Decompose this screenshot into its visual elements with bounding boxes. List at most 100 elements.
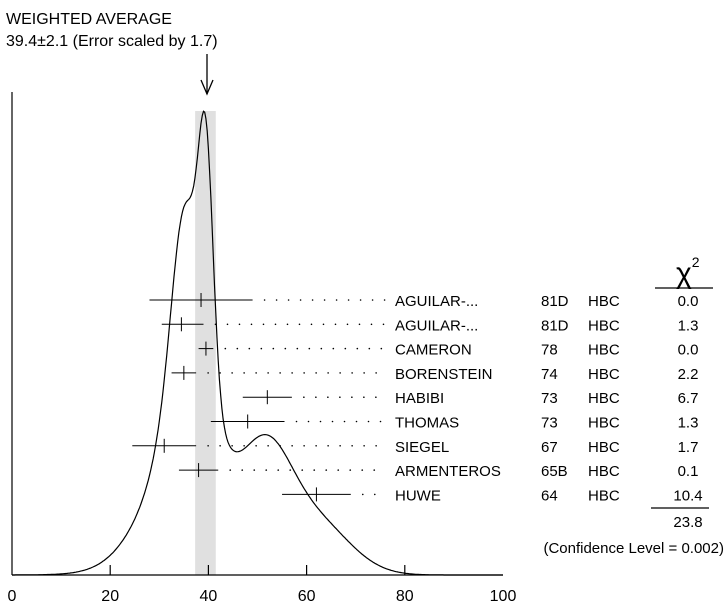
leader-dot	[277, 469, 280, 471]
leader-dot	[299, 299, 302, 301]
leader-dot	[303, 372, 305, 374]
leader-dot	[325, 469, 328, 471]
measurement-year: 81D	[541, 293, 569, 310]
measurement-chi2: 0.0	[678, 293, 699, 310]
leader-dot	[219, 372, 221, 374]
leader-dot	[351, 445, 353, 447]
mean-arrow-head	[200, 79, 214, 96]
leader-dot	[295, 420, 298, 423]
measurement-row: AGUILAR-... 81D HBC 1.3	[161, 317, 699, 334]
measurement-technique: HBC	[588, 317, 620, 334]
leader-dot	[262, 323, 265, 326]
chi2-total: 23.8	[673, 514, 702, 531]
leader-dot	[243, 445, 245, 447]
leader-dot	[334, 323, 337, 326]
leader-dot	[255, 445, 257, 447]
leader-dot	[274, 323, 277, 326]
leader-dot	[351, 372, 353, 374]
leader-dot	[368, 347, 371, 350]
leader-dot	[346, 323, 349, 326]
leader-dot	[315, 372, 317, 374]
leader-dot	[356, 347, 359, 350]
measurement-technique: HBC	[588, 366, 620, 383]
leader-dot	[307, 420, 310, 423]
measurement-year: 67	[541, 439, 558, 456]
measurement-name: THOMAS	[395, 415, 459, 432]
measurement-technique: HBC	[588, 463, 620, 480]
measurement-year: 74	[541, 366, 558, 383]
leader-dot	[373, 469, 376, 471]
leader-dot	[279, 445, 281, 447]
leader-dot	[363, 372, 365, 374]
leader-dot	[315, 396, 317, 399]
leader-dot	[359, 299, 362, 301]
measurement-year: 65B	[541, 463, 568, 480]
chart-subtitle: 39.4±2.1 (Error scaled by 1.7)	[6, 33, 218, 50]
measurement-chi2: 10.4	[673, 487, 702, 504]
x-tick-label: 60	[298, 588, 316, 605]
leader-dot	[363, 445, 365, 447]
leader-dot	[379, 420, 382, 423]
leader-dot	[229, 469, 232, 471]
leader-dot	[284, 347, 287, 350]
x-tick-label: 20	[101, 588, 119, 605]
leader-dot	[272, 347, 275, 350]
leader-dot	[267, 445, 269, 447]
leader-dot	[255, 372, 257, 374]
leader-dot	[320, 347, 323, 350]
measurement-list: AGUILAR-... 81D HBC 0.0 AGUILAR-... 81D HBC 1.3…	[132, 293, 703, 504]
measurement-technique: HBC	[588, 293, 620, 310]
leader-dot	[327, 396, 329, 399]
measurement-year: 78	[541, 342, 558, 359]
leader-dot	[367, 420, 370, 423]
measurement-name: AGUILAR-...	[395, 317, 478, 334]
measurement-row: THOMAS 73 HBC 1.3	[210, 414, 698, 432]
measurement-technique: HBC	[588, 342, 620, 359]
leader-dot	[383, 299, 386, 301]
leader-dot	[207, 372, 209, 374]
leader-dot	[287, 299, 290, 301]
leader-dot	[339, 445, 341, 447]
leader-dot	[296, 347, 299, 350]
leader-dot	[349, 469, 352, 471]
measurement-technique: HBC	[588, 390, 620, 407]
leader-dot	[289, 469, 292, 471]
measurement-technique: HBC	[588, 439, 620, 456]
leader-dot	[267, 372, 269, 374]
leader-dot	[380, 347, 383, 350]
measurement-chi2: 0.0	[678, 342, 699, 359]
measurement-row: CAMERON 78 HBC 0.0	[198, 341, 699, 359]
leader-dot	[231, 445, 233, 447]
leader-dot	[371, 299, 374, 301]
leader-dot	[226, 323, 229, 326]
leader-dot	[327, 372, 329, 374]
leader-dot	[253, 469, 256, 471]
measurement-name: SIEGEL	[395, 439, 449, 456]
leader-dot	[370, 323, 373, 326]
leader-dot	[339, 396, 341, 399]
leader-dot	[344, 347, 347, 350]
leader-dot	[337, 469, 340, 471]
leader-dot	[347, 299, 350, 301]
leader-dot	[291, 372, 293, 374]
leader-dot	[343, 420, 346, 423]
leader-dot	[275, 299, 278, 301]
measurement-chi2: 2.2	[678, 366, 699, 383]
leader-dot	[303, 445, 305, 447]
leader-dot	[298, 323, 301, 326]
leader-dot	[291, 445, 293, 447]
leader-dot	[260, 347, 263, 350]
leader-dot	[308, 347, 311, 350]
leader-dot	[236, 347, 239, 350]
confidence-level: (Confidence Level = 0.002)	[543, 540, 724, 557]
leader-dot	[219, 445, 221, 447]
leader-dot	[375, 396, 377, 399]
measurement-name: AGUILAR-...	[395, 293, 478, 310]
leader-dot	[375, 445, 377, 447]
leader-dot	[301, 469, 304, 471]
leader-dot	[358, 323, 361, 326]
measurement-year: 73	[541, 415, 558, 432]
measurement-chi2: 0.1	[678, 463, 699, 480]
measurement-chi2: 1.3	[678, 317, 699, 334]
